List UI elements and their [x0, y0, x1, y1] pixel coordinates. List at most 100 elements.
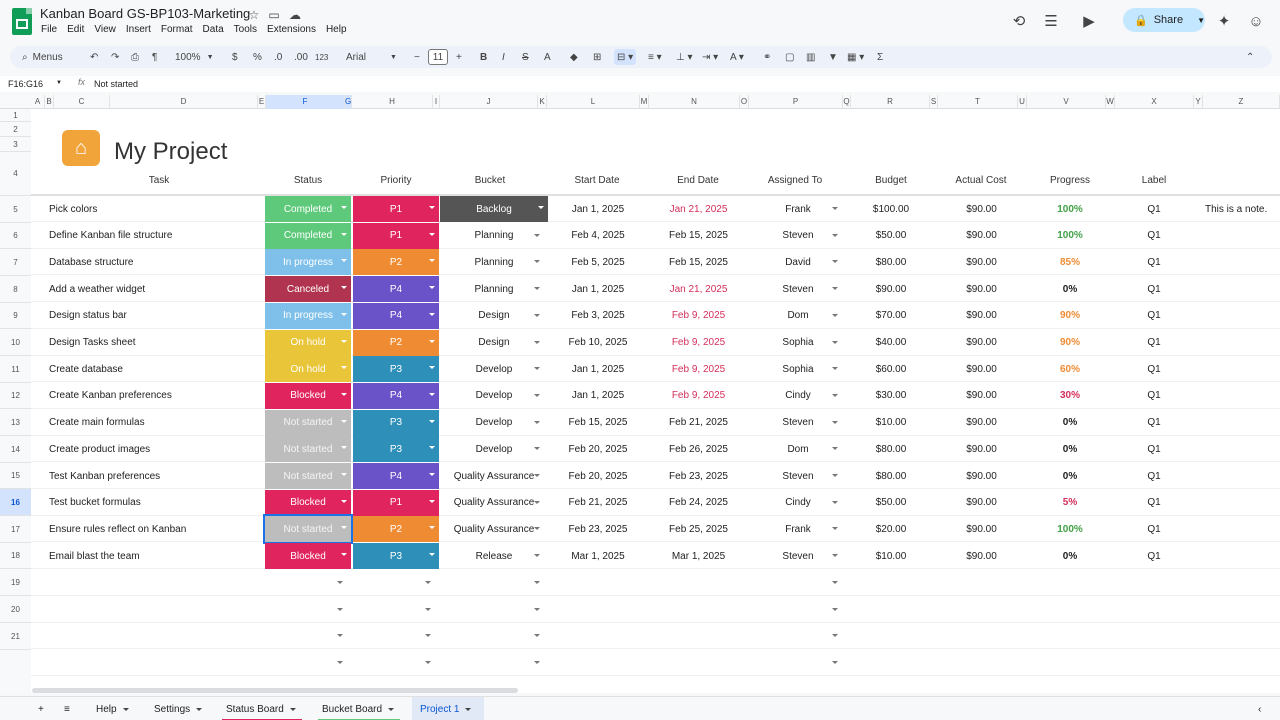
menu-insert[interactable]: Insert	[125, 24, 151, 35]
task-cell[interactable]: Database structure	[49, 256, 134, 268]
sheet-grid[interactable]: ⌂ My Project Task Status Priority Bucket…	[31, 109, 1280, 693]
redo-icon[interactable]: ↷	[111, 51, 120, 63]
menu-extensions[interactable]: Extensions	[267, 24, 316, 35]
status-chip[interactable]: Not started	[265, 436, 351, 463]
empty-dropdown-cell[interactable]	[353, 597, 439, 623]
label-cell[interactable]: Q1	[1147, 497, 1161, 509]
column-header-h[interactable]: H	[352, 95, 433, 109]
chevron-down-icon[interactable]	[534, 660, 540, 664]
document-title[interactable]: Kanban Board GS-BP103-Marketing	[40, 6, 251, 21]
budget-cell[interactable]: $50.00	[875, 497, 907, 509]
chevron-down-icon[interactable]	[289, 707, 296, 711]
task-cell[interactable]: Create Kanban preferences	[49, 390, 172, 402]
chevron-down-icon[interactable]	[534, 367, 540, 371]
column-header-y[interactable]: Y	[1194, 95, 1203, 109]
task-cell[interactable]: Test bucket formulas	[49, 497, 141, 509]
start-date-cell[interactable]: Feb 20, 2025	[568, 443, 628, 455]
assigned-to-chip[interactable]: Sophia	[750, 330, 846, 356]
task-cell[interactable]: Test Kanban preferences	[49, 470, 161, 482]
budget-cell[interactable]: $30.00	[875, 390, 907, 402]
priority-chip[interactable]: P1	[353, 489, 439, 516]
budget-cell[interactable]: $80.00	[875, 443, 907, 455]
explore-icon[interactable]: ‹	[1258, 703, 1262, 715]
insert-comment-icon[interactable]: ▢	[785, 51, 795, 63]
meet-video-icon[interactable]: ▶	[1083, 13, 1095, 30]
chevron-down-icon[interactable]	[429, 286, 435, 290]
start-date-cell[interactable]: Jan 1, 2025	[571, 283, 625, 295]
progress-cell[interactable]: 0%	[1062, 283, 1078, 295]
chevron-down-icon[interactable]	[341, 286, 347, 290]
chevron-down-icon[interactable]	[337, 580, 343, 584]
chevron-down-icon[interactable]	[832, 420, 838, 424]
chevron-down-icon[interactable]	[534, 447, 540, 451]
insert-chart-icon[interactable]: ▥	[806, 51, 816, 63]
chevron-down-icon[interactable]	[832, 447, 838, 451]
status-chip[interactable]: Completed	[265, 196, 351, 222]
actual-cost-cell[interactable]: $90.00	[966, 390, 997, 402]
chevron-down-icon[interactable]	[425, 660, 431, 664]
priority-chip[interactable]: P3	[353, 543, 439, 570]
chevron-down-icon[interactable]	[429, 526, 435, 530]
chevron-down-icon[interactable]	[337, 607, 343, 611]
chevron-down-icon[interactable]	[429, 553, 435, 557]
empty-dropdown-cell[interactable]	[440, 650, 548, 676]
menu-data[interactable]: Data	[202, 24, 224, 35]
chevron-down-icon[interactable]: ▼	[1197, 15, 1205, 25]
fill-color-icon[interactable]: ◆	[570, 51, 578, 63]
empty-dropdown-cell[interactable]	[265, 623, 351, 649]
comments-icon[interactable]: ☰	[1044, 13, 1058, 30]
label-cell[interactable]: Q1	[1147, 523, 1161, 535]
bucket-chip[interactable]: Develop	[440, 436, 548, 462]
empty-dropdown-cell[interactable]	[440, 597, 548, 623]
chevron-down-icon[interactable]	[832, 660, 838, 664]
actual-cost-cell[interactable]: $90.00	[966, 203, 997, 215]
add-sheet-icon[interactable]: +	[38, 703, 44, 715]
chevron-down-icon[interactable]	[534, 393, 540, 397]
end-date-cell[interactable]: Feb 24, 2025	[669, 497, 728, 509]
chevron-down-icon[interactable]	[341, 446, 347, 450]
chevron-down-icon[interactable]	[465, 707, 472, 711]
filter-views-icon[interactable]: ▦ ▾	[847, 51, 865, 63]
priority-chip[interactable]: P3	[353, 436, 439, 463]
column-header-r[interactable]: R	[851, 95, 930, 109]
bucket-chip[interactable]: Quality Assurance	[440, 516, 548, 542]
search-menus-button[interactable]: ⌕ Menus	[22, 49, 63, 65]
chevron-down-icon[interactable]	[341, 232, 347, 236]
progress-cell[interactable]: 100%	[1057, 203, 1083, 215]
label-cell[interactable]: Q1	[1147, 443, 1161, 455]
menu-file[interactable]: File	[41, 24, 58, 35]
priority-chip[interactable]: P2	[353, 329, 439, 356]
row-header-4[interactable]: 4	[0, 152, 31, 196]
chevron-down-icon[interactable]	[534, 634, 540, 638]
bucket-chip[interactable]: Planning	[440, 223, 548, 249]
status-chip[interactable]: Blocked	[265, 382, 351, 409]
menu-format[interactable]: Format	[160, 24, 193, 35]
decrease-decimal-button[interactable]: .0	[274, 51, 283, 63]
insert-link-icon[interactable]: ⚭	[763, 51, 772, 63]
percent-format-button[interactable]: %	[253, 51, 262, 63]
assigned-to-chip[interactable]: Frank	[750, 196, 846, 222]
progress-cell[interactable]: 100%	[1057, 230, 1083, 242]
actual-cost-cell[interactable]: $90.00	[966, 417, 997, 429]
column-header-x[interactable]: X	[1115, 95, 1194, 109]
sheet-tab-status-board[interactable]: Status Board	[218, 697, 306, 720]
chevron-down-icon[interactable]	[388, 707, 395, 711]
chevron-down-icon[interactable]	[341, 339, 347, 343]
label-cell[interactable]: Q1	[1147, 310, 1161, 322]
bucket-chip[interactable]: Design	[440, 330, 548, 356]
row-header-18[interactable]: 18	[0, 543, 31, 569]
move-folder-icon[interactable]: ▭	[268, 8, 280, 22]
chevron-down-icon[interactable]	[429, 232, 435, 236]
star-icon[interactable]: ☆	[248, 8, 260, 22]
chevron-down-icon[interactable]	[534, 500, 540, 504]
chevron-down-icon[interactable]	[429, 392, 435, 396]
budget-cell[interactable]: $90.00	[875, 283, 907, 295]
label-cell[interactable]: Q1	[1147, 550, 1161, 562]
filter-icon[interactable]: ▼	[828, 51, 838, 63]
task-cell[interactable]: Create product images	[49, 443, 151, 455]
column-header-d[interactable]: D	[110, 95, 258, 109]
progress-cell[interactable]: 85%	[1059, 256, 1080, 268]
chevron-down-icon[interactable]	[341, 526, 347, 530]
chevron-down-icon[interactable]	[429, 419, 435, 423]
label-cell[interactable]: Q1	[1147, 337, 1161, 348]
